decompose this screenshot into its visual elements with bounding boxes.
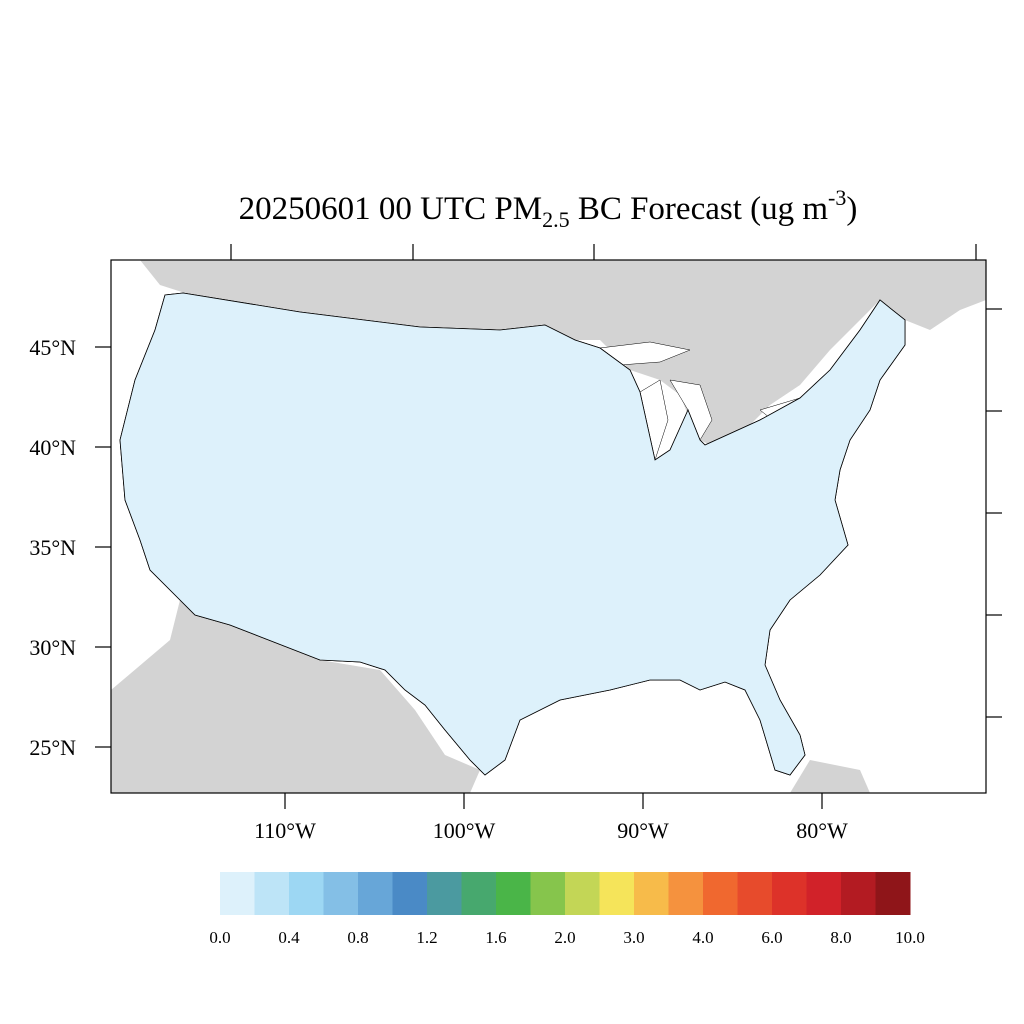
colorbar-swatch bbox=[254, 872, 290, 915]
title-prefix: 20250601 00 UTC PM bbox=[239, 191, 542, 227]
colorbar-swatch bbox=[427, 872, 462, 915]
colorbar-label: 0.0 bbox=[209, 928, 230, 947]
colorbar-label: 1.2 bbox=[416, 928, 437, 947]
colorbar-swatch bbox=[841, 872, 876, 915]
lon-tick-label: 110°W bbox=[254, 818, 316, 843]
colorbar-label: 4.0 bbox=[692, 928, 713, 947]
colorbar-swatch bbox=[530, 872, 566, 915]
colorbar-swatch bbox=[599, 872, 635, 915]
longitude-axis: 110°W 100°W 90°W 80°W bbox=[254, 793, 848, 843]
title-suffix: ) bbox=[846, 191, 857, 227]
colorbar-label: 8.0 bbox=[830, 928, 851, 947]
lat-tick-label: 45°N bbox=[29, 335, 76, 360]
map-area bbox=[111, 260, 986, 793]
colorbar-swatch bbox=[496, 872, 531, 915]
colorbar-swatch bbox=[358, 872, 393, 915]
title-superscript: -3 bbox=[828, 185, 846, 210]
colorbar-swatch bbox=[806, 872, 842, 915]
lat-tick-label: 25°N bbox=[29, 735, 76, 760]
colorbar-label: 1.6 bbox=[485, 928, 506, 947]
colorbar-swatch bbox=[875, 872, 911, 915]
colorbar-swatch bbox=[289, 872, 324, 915]
colorbar-label: 6.0 bbox=[761, 928, 782, 947]
colorbar-swatch bbox=[323, 872, 359, 915]
colorbar-swatch bbox=[668, 872, 704, 915]
colorbar-swatch bbox=[220, 872, 255, 915]
chart-title: 20250601 00 UTC PM2.5 BC Forecast (ug m-… bbox=[239, 185, 858, 232]
colorbar bbox=[220, 872, 911, 915]
title-middle: BC Forecast (ug m bbox=[570, 191, 829, 227]
colorbar-swatch bbox=[565, 872, 600, 915]
lat-tick-label: 35°N bbox=[29, 535, 76, 560]
colorbar-label: 0.4 bbox=[278, 928, 300, 947]
colorbar-swatch bbox=[772, 872, 807, 915]
colorbar-swatch bbox=[461, 872, 497, 915]
top-ticks bbox=[230, 244, 977, 260]
canada-land bbox=[140, 260, 986, 450]
colorbar-label: 0.8 bbox=[347, 928, 368, 947]
colorbar-swatch bbox=[634, 872, 669, 915]
lat-tick-label: 40°N bbox=[29, 435, 76, 460]
caribbean-land bbox=[790, 760, 870, 793]
right-ticks bbox=[986, 308, 1002, 718]
title-subscript: 2.5 bbox=[542, 207, 570, 232]
lon-tick-label: 80°W bbox=[796, 818, 848, 843]
colorbar-label: 10.0 bbox=[895, 928, 925, 947]
colorbar-swatch bbox=[737, 872, 773, 915]
mexico-land bbox=[111, 600, 480, 793]
map-frame bbox=[110, 259, 987, 794]
latitude-axis: 45°N 40°N 35°N 30°N 25°N bbox=[29, 335, 111, 760]
colorbar-swatch bbox=[703, 872, 738, 915]
colorbar-label: 2.0 bbox=[554, 928, 575, 947]
lon-tick-label: 100°W bbox=[433, 818, 496, 843]
lat-tick-label: 30°N bbox=[29, 635, 76, 660]
lon-tick-label: 90°W bbox=[617, 818, 669, 843]
colorbar-label: 3.0 bbox=[623, 928, 644, 947]
colorbar-labels: 0.0 0.4 0.8 1.2 1.6 2.0 3.0 4.0 6.0 8.0 10.0 bbox=[209, 928, 925, 947]
colorbar-swatch bbox=[392, 872, 428, 915]
